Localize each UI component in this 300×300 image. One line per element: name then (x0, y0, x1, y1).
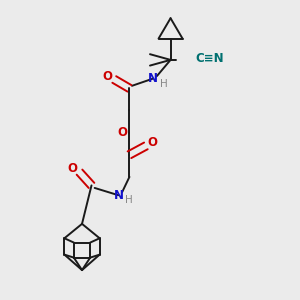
Text: O: O (148, 136, 158, 149)
Text: N: N (113, 189, 123, 202)
Text: C≡N: C≡N (196, 52, 224, 65)
Text: N: N (148, 72, 158, 85)
Text: O: O (68, 162, 77, 175)
Text: H: H (160, 79, 167, 88)
Text: O: O (102, 70, 112, 83)
Text: H: H (125, 195, 133, 205)
Text: O: O (118, 126, 128, 139)
